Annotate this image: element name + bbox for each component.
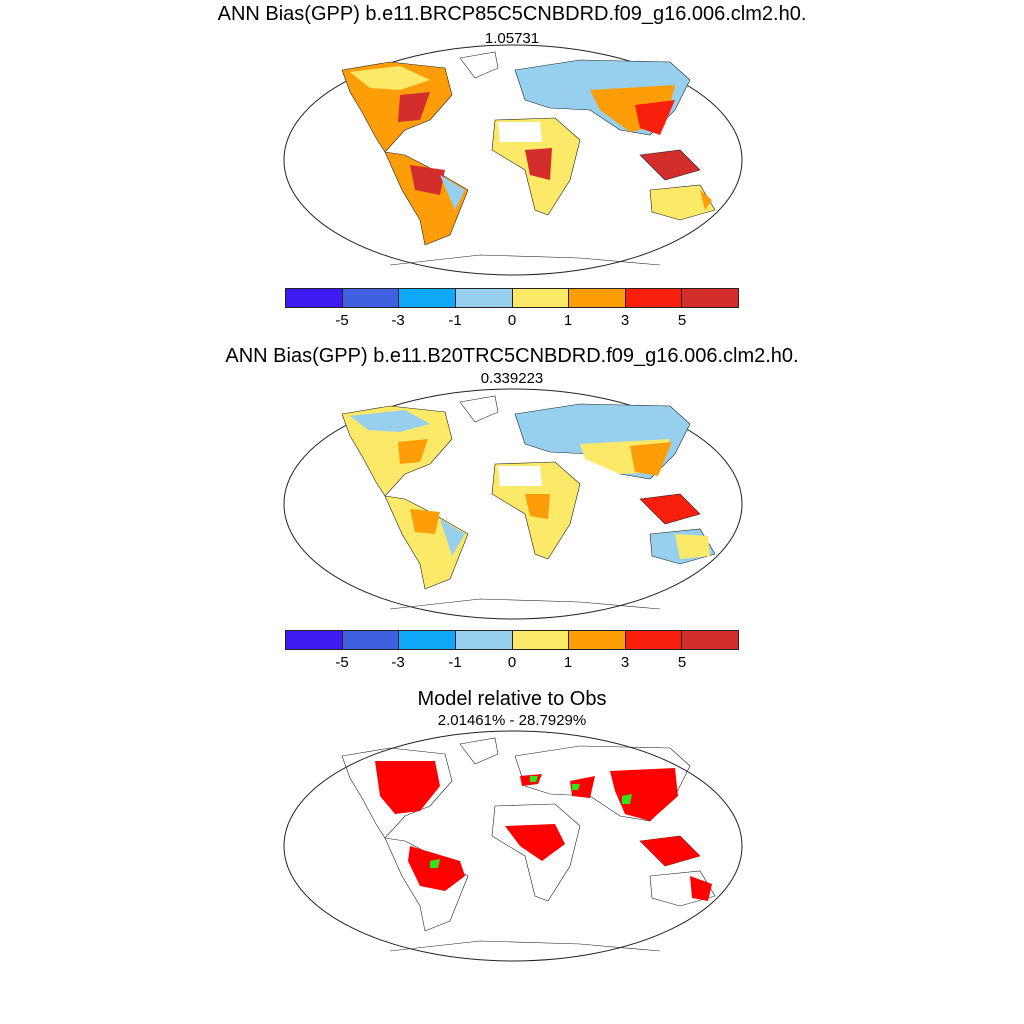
colorbar-label: 1: [563, 312, 573, 329]
colorbar-label: -5: [335, 312, 349, 329]
panel-2-subtitle: 0.339223: [480, 370, 544, 387]
panel-2-title: ANN Bias(GPP) b.e11.B20TRC5CNBDRD.f09_g1…: [225, 345, 799, 367]
panel-1-colorbar: [285, 288, 739, 308]
colorbar-label: 5: [677, 312, 687, 329]
panel-1-title: ANN Bias(GPP) b.e11.BRCP85C5CNBDRD.f09_g…: [217, 3, 807, 25]
colorbar-segment: [455, 631, 513, 649]
colorbar-segment: [342, 631, 400, 649]
panel-3-title: Model relative to Obs: [417, 688, 607, 710]
panel-3-map: [283, 730, 743, 962]
colorbar-label: 3: [620, 654, 630, 671]
colorbar-segment: [512, 631, 570, 649]
colorbar-segment: [399, 631, 456, 649]
colorbar-segment: [455, 289, 513, 307]
worse-regions: [375, 761, 712, 901]
colorbar-label: -3: [391, 654, 405, 671]
colorbar-label: -5: [335, 654, 349, 671]
colorbar-segment: [682, 289, 738, 307]
colorbar-label: -1: [448, 312, 462, 329]
colorbar-segment: [342, 289, 400, 307]
panel-2-colorbar: [285, 630, 739, 650]
land-mass: [341, 51, 716, 266]
colorbar-segment: [286, 289, 343, 307]
colorbar-label: 5: [677, 654, 687, 671]
colorbar-label: 3: [620, 312, 630, 329]
colorbar-segment: [569, 289, 626, 307]
colorbar-label: 0: [507, 654, 517, 671]
better-regions: [430, 776, 632, 868]
land-mass: [341, 395, 716, 610]
panel-3-subtitle: 2.01461% - 28.7929%: [437, 712, 587, 729]
panel-1-map: [283, 44, 743, 276]
colorbar-segment: [682, 631, 738, 649]
colorbar-segment: [399, 289, 456, 307]
colorbar-label: 1: [563, 654, 573, 671]
panel-1-subtitle: 1.05731: [484, 30, 540, 47]
colorbar-segment: [569, 631, 626, 649]
colorbar-segment: [625, 289, 683, 307]
colorbar-segment: [286, 631, 343, 649]
panel-2-map: [283, 388, 743, 620]
colorbar-label: 0: [507, 312, 517, 329]
colorbar-segment: [512, 289, 570, 307]
colorbar-label: -1: [448, 654, 462, 671]
colorbar-segment: [625, 631, 683, 649]
colorbar-label: -3: [391, 312, 405, 329]
